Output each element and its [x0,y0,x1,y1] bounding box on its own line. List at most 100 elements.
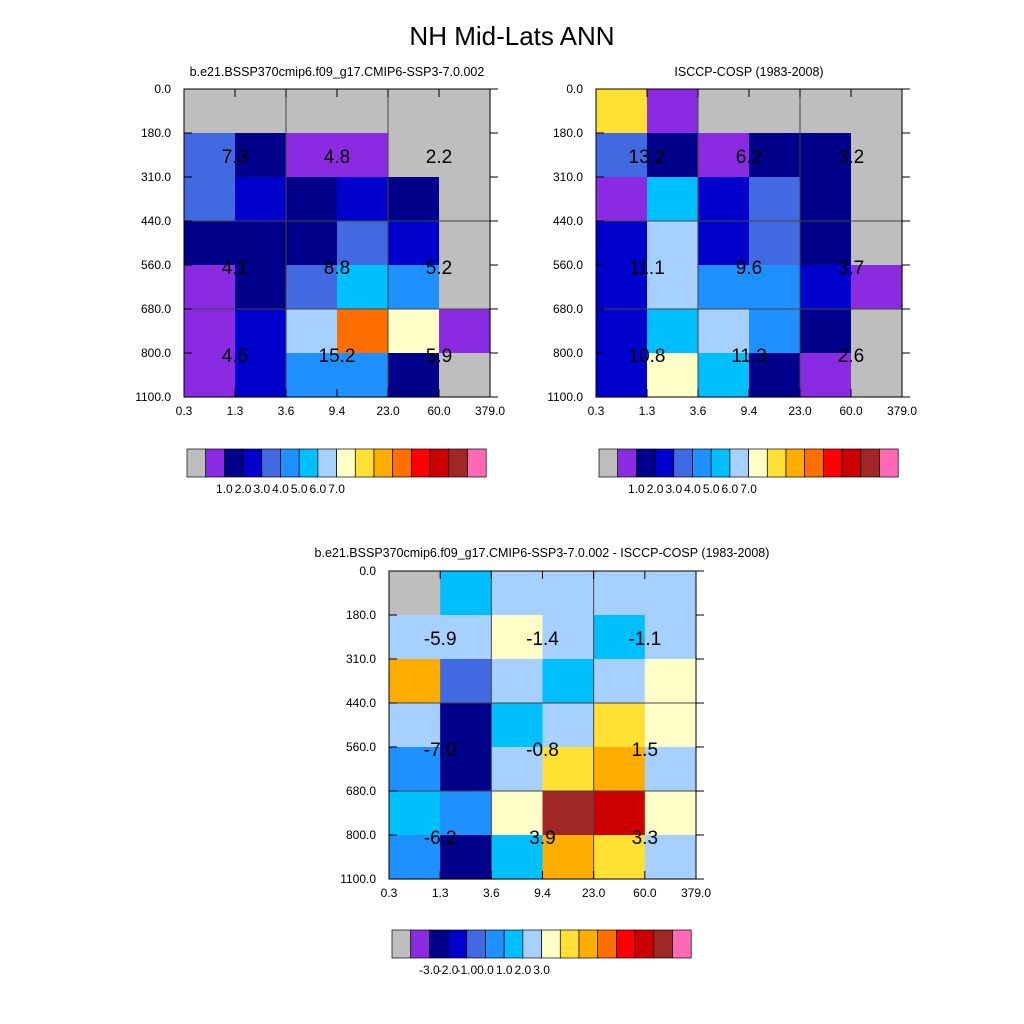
heatmap-cell [542,791,595,836]
x-tick-label: 3.6 [483,886,500,900]
heatmap-cell [749,177,801,222]
heatmap-cell [698,89,750,134]
heatmap-cell [749,89,801,134]
colorbar-swatch [804,448,824,478]
heatmap-cell [491,703,544,748]
heatmap-cell [749,309,801,354]
heatmap-cell [647,265,699,310]
heatmap-cell [698,133,750,178]
heatmap-cell [235,177,287,222]
colorbar-label: 4.0 [272,482,289,496]
colorbar-swatch [636,448,656,478]
panel-title: b.e21.BSSP370cmip6.f09_g17.CMIP6-SSP3-7.… [190,65,485,79]
heatmap-cell [184,221,236,266]
x-tick-label: 60.0 [839,404,863,418]
colorbar-label: 3.0 [253,482,270,496]
colorbar-swatch [673,448,693,478]
y-tick-label: 1100.0 [340,872,376,886]
heatmap-cell [337,309,389,354]
heatmap-cell [286,265,338,310]
colorbar-swatch [672,929,692,959]
box-total-label: 7.3 [222,147,248,168]
heatmap-cell [389,747,441,792]
colorbar-label: 5.0 [703,482,720,496]
x-tick-label: 9.4 [534,886,551,900]
heatmap-cell [491,659,544,704]
box-total-label: 3.2 [838,147,864,168]
panel-diff: b.e21.BSSP370cmip6.f09_g17.CMIP6-SSP3-7.… [315,546,770,977]
figure-title: NH Mid-Lats ANN [409,21,614,51]
heatmap-cell [440,615,492,660]
heatmap-cell [596,309,648,354]
heatmap-cell [596,89,648,134]
heatmap-cell [800,89,852,134]
heatmap-cell [388,177,440,222]
heatmap-cell [542,835,595,880]
heatmap-cell [439,353,491,398]
heatmap-cell [439,89,491,134]
heatmap-cell [644,615,697,660]
heatmap-cell [440,571,492,616]
y-tick-label: 310.0 [346,652,376,666]
x-tick-label: 9.4 [741,404,758,418]
box-total-labels: 7.3 4.8 2.2 4.1 8.8 5.2 4.6 15.2 5.9 [222,147,452,367]
heatmap-cell [644,835,697,880]
x-tick-label: 23.0 [376,404,400,418]
heatmap-cell [491,571,544,616]
colorbar-label: 7.0 [740,482,757,496]
grid-lines [389,571,696,879]
heatmap-cell [337,89,389,134]
x-tick-label: 60.0 [427,404,451,418]
heatmap-cell [491,791,544,836]
colorbar-label: -3.0 [419,963,440,977]
heatmap-cell [749,221,801,266]
colorbar-swatch [448,448,468,478]
panel-title: b.e21.BSSP370cmip6.f09_g17.CMIP6-SSP3-7.… [315,546,770,560]
y-tick-label: 0.0 [566,82,583,96]
box-total-labels: 13.2 6.2 3.2 11.1 9.6 3.7 10.8 11.3 2.6 [629,147,865,367]
colorbar-label: 7.0 [328,482,345,496]
x-tick-label: 1.3 [227,404,244,418]
box-total-label: -0.8 [526,740,559,761]
colorbar-swatch [598,448,619,478]
heatmap-cells [596,89,903,398]
y-tick-label: 440.0 [346,696,376,710]
heatmap-cell [388,353,440,398]
box-total-label: -6.2 [424,828,457,849]
heatmap-cell [235,221,287,266]
colorbar-swatch [186,448,207,478]
colorbar-label: 2.0 [515,963,532,977]
colorbar-label: 1.0 [628,482,645,496]
heatmap-cell [647,309,699,354]
colorbar-swatch [653,929,673,959]
heatmap-cell [286,221,338,266]
y-tick-label: 560.0 [346,740,376,754]
heatmap-cell [644,747,697,792]
heatmap-cell [439,133,491,178]
x-tick-label: 0.3 [176,404,193,418]
y-tick-label: 800.0 [141,346,171,360]
heatmap-cell [286,177,338,222]
x-tick-label: 379.0 [681,886,711,900]
x-tick-label: 1.3 [639,404,656,418]
heatmap-cell [851,133,903,178]
colorbar-label: 0.0 [477,963,494,977]
y-tick-label: 680.0 [141,302,171,316]
heatmap-cell [389,791,441,836]
y-tick-label: 680.0 [346,784,376,798]
heatmap-cell [440,791,492,836]
heatmap-cell [235,89,287,134]
heatmap-cell [184,177,236,222]
heatmap-cell [593,835,646,880]
y-tick-label: 560.0 [141,258,171,272]
box-total-label: -5.9 [424,629,457,650]
heatmap-cell [851,221,903,266]
colorbar-label: 2.0 [235,482,252,496]
heatmap-cell [235,353,287,398]
heatmap-cell [749,265,801,310]
heatmap-cell [184,133,236,178]
heatmap-cell [851,265,903,310]
heatmap-cell [286,353,338,398]
colorbar-label: 6.0 [722,482,739,496]
colorbar-swatch [242,448,263,478]
